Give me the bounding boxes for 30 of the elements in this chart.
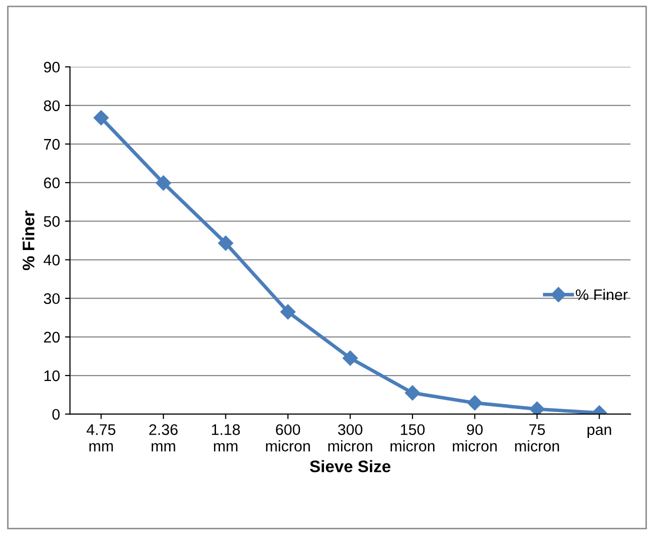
x-tick-label: 150 micron [390,424,434,452]
y-tick-label: 60 [44,177,60,188]
y-axis-title: % Finer [22,210,34,270]
point [529,402,545,414]
y-tick-label: 10 [44,370,60,382]
y-tick-label: 0 [52,408,60,420]
x-tick-label: 90 micron [452,424,497,452]
y-tick-label: 70 [44,138,60,150]
point [156,175,171,191]
y-tick-label: 80 [44,100,60,112]
x-tick-label: 2.36 mm [149,424,178,452]
x-tick-label: 1.18 mm [212,424,240,452]
y-tick-label: 20 [44,332,60,343]
x-tick-label: 4.75 mm [86,424,116,452]
legend-label: % Finer [576,288,628,300]
y-tick-label: 30 [44,293,60,304]
y-tick-label: 50 [44,216,60,227]
x-tick-label: 300 micron [328,424,372,452]
point [218,236,234,251]
x-axis-title: Sieve Size [310,460,390,472]
point [404,385,420,400]
point [342,350,358,366]
y-tick-label: 90 [44,62,60,73]
x-tick-label: pan [588,426,612,438]
x-tick-label: 75 micron [515,424,559,452]
x-tick-label: 600 micron [266,424,310,452]
y-tick-label: 40 [44,254,60,266]
point [280,304,296,320]
point [94,110,109,126]
point [467,395,482,410]
